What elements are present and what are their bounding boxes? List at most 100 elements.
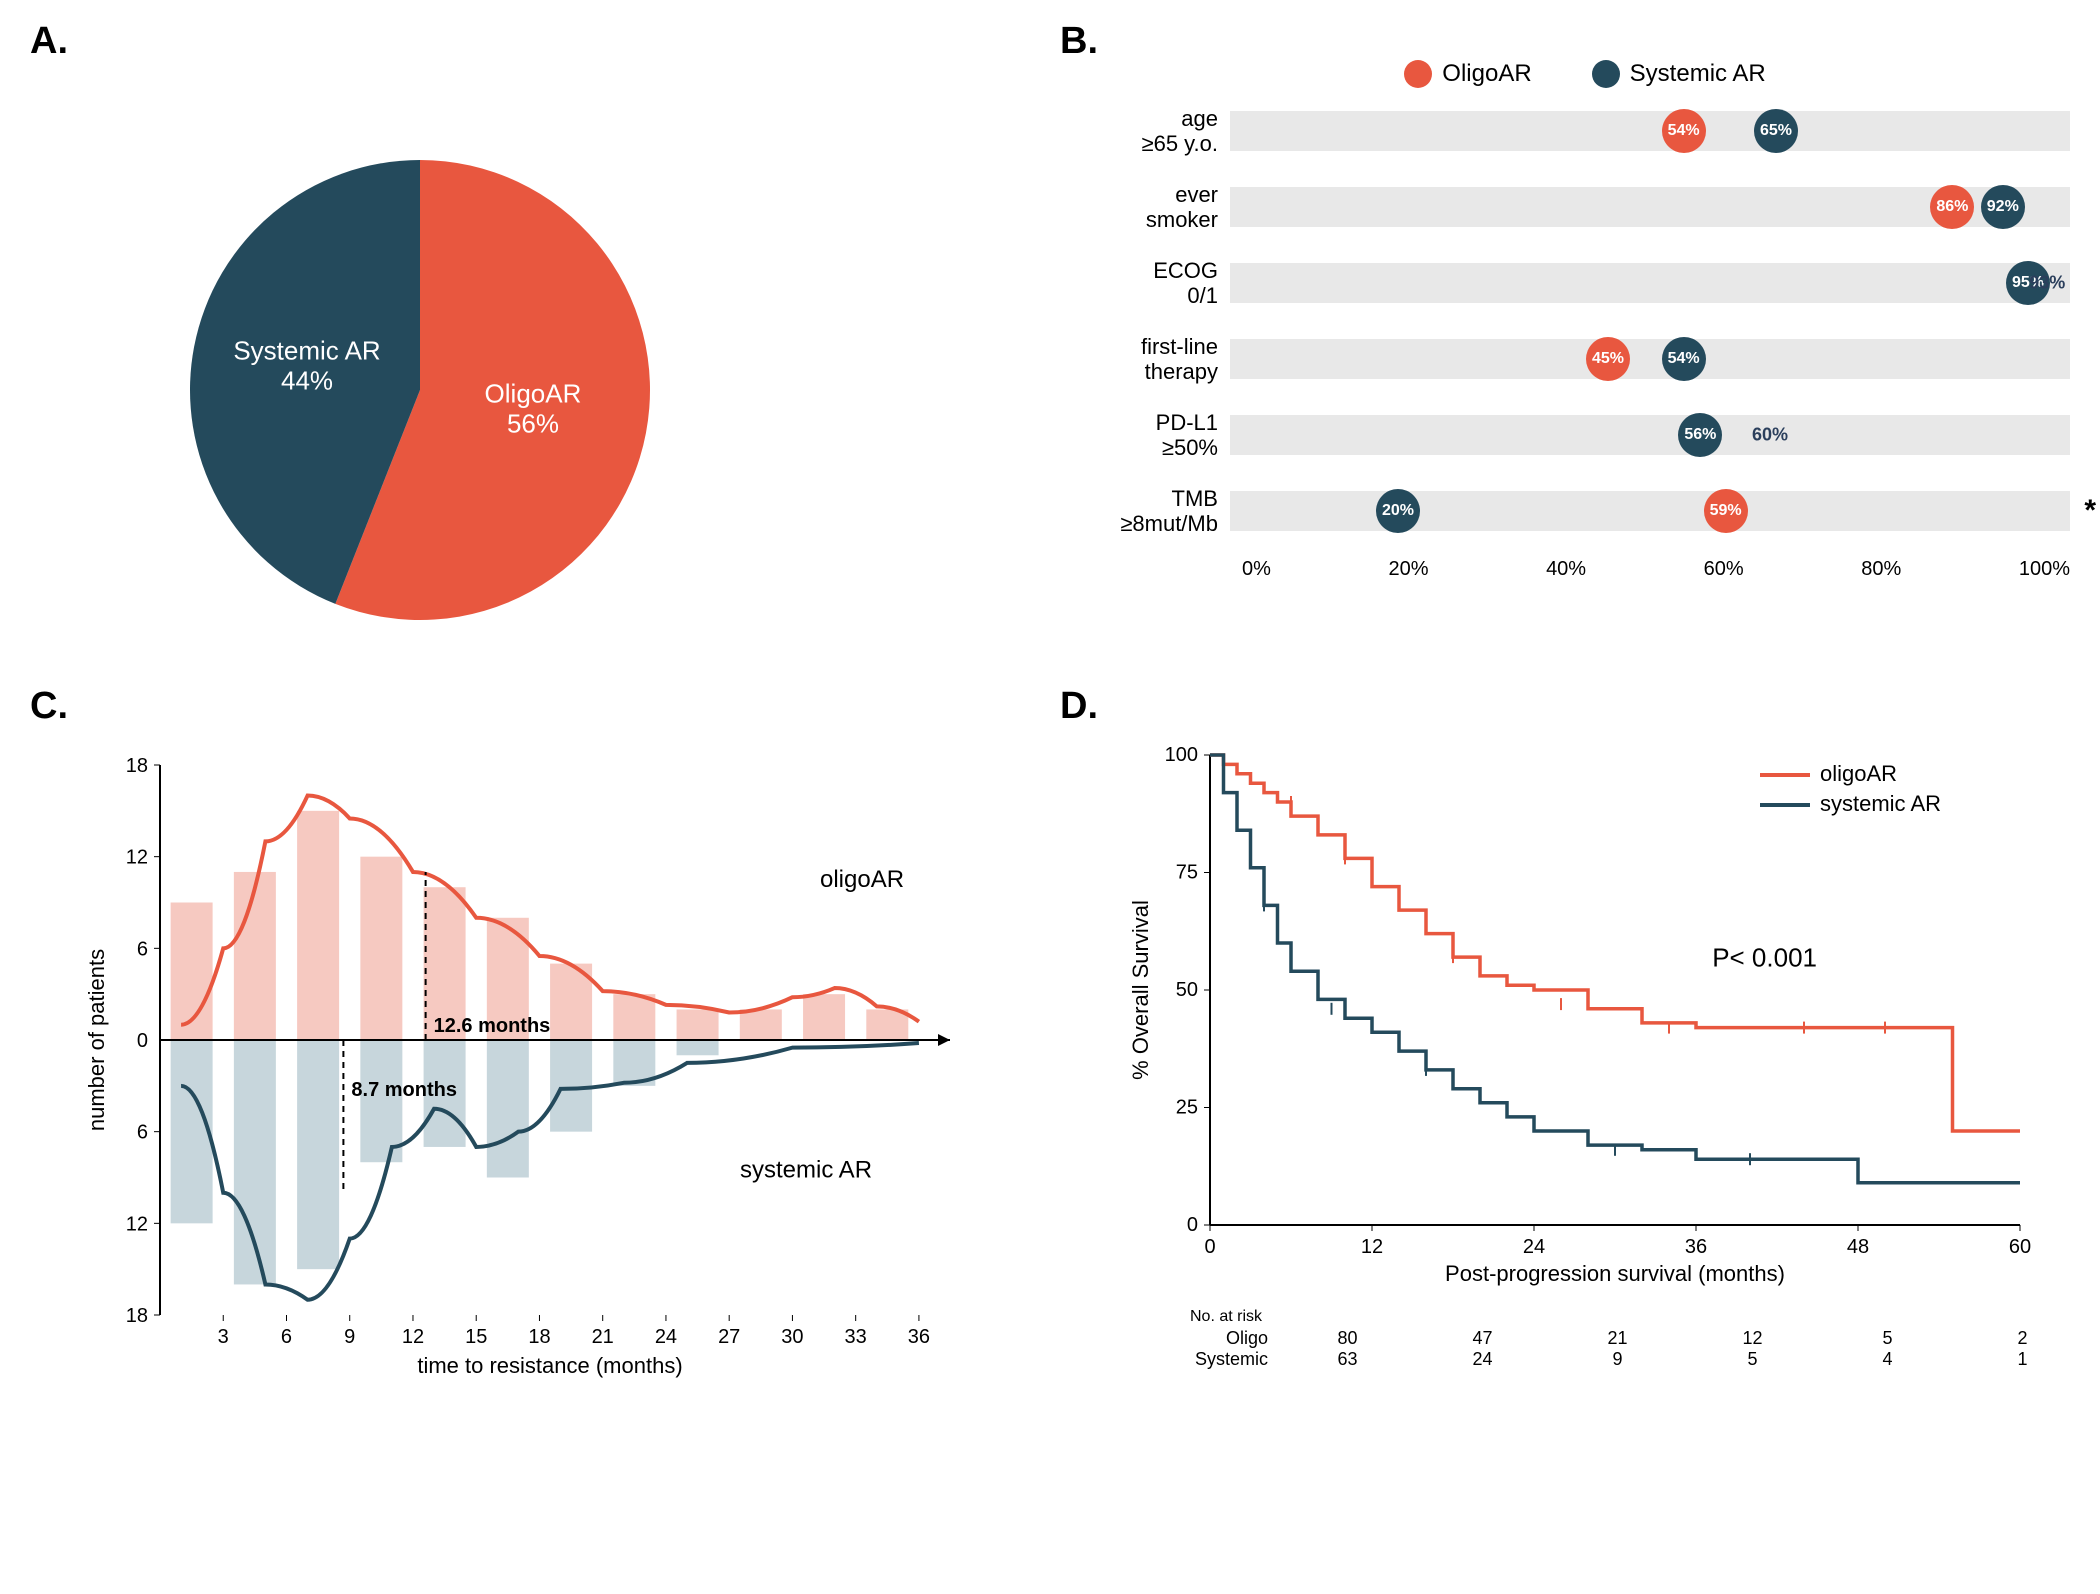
row-label: first-linetherapy [1100, 334, 1230, 385]
row-track: 56%60% [1230, 415, 2070, 455]
bar [613, 994, 655, 1040]
x-tick: 36 [1685, 1236, 1707, 1258]
x-tick: 36 [908, 1326, 930, 1348]
p-value: P< 0.001 [1712, 943, 1817, 973]
series-label: systemic AR [740, 1157, 872, 1184]
legend-item: Systemic AR [1592, 60, 1766, 88]
median-label: 12.6 months [434, 1015, 551, 1037]
legend-text: oligoAR [1820, 761, 1897, 786]
risk-cell: 80 [1280, 1328, 1415, 1349]
x-tick: 0 [1204, 1236, 1215, 1258]
bar [234, 872, 276, 1040]
bar [677, 1009, 719, 1040]
risk-row: Systemic63249541 [1190, 1349, 2090, 1370]
axis-tick: 80% [1861, 558, 1901, 581]
panel-a: A. OligoAR56%Systemic AR44% [30, 30, 1000, 655]
y-tick: 18 [126, 755, 148, 777]
bar [487, 1040, 529, 1178]
panel-b: B. OligoARSystemic AR age≥65 y.o.54%65%e… [1060, 30, 2100, 655]
x-tick: 6 [281, 1326, 292, 1348]
dotplot-row: age≥65 y.o.54%65% [1100, 102, 2070, 160]
risk-table-header: No. at risk [1190, 1308, 2090, 1326]
row-label: eversmoker [1100, 182, 1230, 233]
row-label: age≥65 y.o. [1100, 106, 1230, 157]
median-label: 8.7 months [351, 1079, 457, 1101]
bar [360, 857, 402, 1040]
y-tick: 75 [1176, 862, 1198, 884]
risk-cell: 24 [1415, 1349, 1550, 1370]
y-tick: 12 [126, 1213, 148, 1235]
risk-row-label: Oligo [1190, 1328, 1280, 1349]
legend-dot-icon [1404, 60, 1432, 88]
dotplot-row: PD-L1≥50%56%60% [1100, 406, 2070, 464]
row-track: 95%93% [1230, 263, 2070, 303]
y-label: % Overall Survival [1128, 900, 1153, 1080]
dotplot-row: first-linetherapy45%54% [1100, 330, 2070, 388]
x-tick: 27 [718, 1326, 740, 1348]
bar [297, 1040, 339, 1269]
bar [740, 1009, 782, 1040]
risk-table: No. at risk Oligo8047211252Systemic63249… [1190, 1308, 2090, 1370]
row-track: 20%59%* [1230, 491, 2070, 531]
row-label: PD-L1≥50% [1100, 410, 1230, 461]
y-tick: 50 [1176, 979, 1198, 1001]
risk-cell: 1 [1955, 1349, 2090, 1370]
bar [803, 994, 845, 1040]
x-tick: 9 [344, 1326, 355, 1348]
risk-row: Oligo8047211252 [1190, 1328, 2090, 1349]
panel-d-label: D. [1060, 685, 1098, 728]
significance-star-icon: * [2084, 494, 2096, 528]
bar [550, 1040, 592, 1132]
dotplot-row: ECOG0/195%93% [1100, 254, 2070, 312]
y-tick: 0 [137, 1030, 148, 1052]
pie-label: OligoAR [485, 379, 582, 409]
x-tick: 15 [465, 1326, 487, 1348]
panel-b-xaxis: 0%20%40%60%80%100% [1242, 558, 2070, 581]
risk-cell: 5 [1685, 1349, 1820, 1370]
legend-text: Systemic AR [1630, 60, 1766, 88]
pie-label: Systemic AR [233, 335, 380, 365]
legend-item: OligoAR [1404, 60, 1531, 88]
legend-text: OligoAR [1442, 60, 1531, 88]
axis-tick: 60% [1704, 558, 1744, 581]
legend-dot-icon [1592, 60, 1620, 88]
pie-label: 44% [281, 365, 333, 395]
bar [677, 1040, 719, 1055]
panel-d: D. 025507510001224364860Post-progression… [1060, 695, 2100, 1390]
x-tick: 60 [2009, 1236, 2031, 1258]
pie-label: 56% [507, 409, 559, 439]
series-label: oligoAR [820, 866, 904, 893]
x-tick: 18 [528, 1326, 550, 1348]
row-track: 86%92% [1230, 187, 2070, 227]
risk-cell: 2 [1955, 1328, 2090, 1349]
x-tick: 30 [781, 1326, 803, 1348]
km-chart: 025507510001224364860Post-progression su… [1120, 735, 2040, 1295]
risk-cell: 5 [1820, 1328, 1955, 1349]
axis-tick: 0% [1242, 558, 1271, 581]
density-curve [181, 796, 919, 1025]
risk-cell: 12 [1685, 1328, 1820, 1349]
x-tick: 48 [1847, 1236, 1869, 1258]
dot-bubble: 86% [1930, 185, 1974, 229]
bar [171, 1040, 213, 1223]
dotplot-row: TMB≥8mut/Mb20%59%* [1100, 482, 2070, 540]
mirror-density-chart: 12.6 months8.7 months0661212181836912151… [80, 745, 980, 1385]
bar [297, 811, 339, 1040]
risk-cell: 4 [1820, 1349, 1955, 1370]
bar [360, 1040, 402, 1162]
x-tick: 21 [592, 1326, 614, 1348]
y-tick: 12 [126, 847, 148, 869]
arrow-icon [938, 1034, 950, 1046]
figure-grid: A. OligoAR56%Systemic AR44% B. OligoARSy… [30, 30, 2070, 1390]
x-tick: 3 [218, 1326, 229, 1348]
dot-bubble: 56% [1678, 413, 1722, 457]
risk-cell: 63 [1280, 1349, 1415, 1370]
x-label: time to resistance (months) [417, 1353, 682, 1378]
row-label: TMB≥8mut/Mb [1100, 486, 1230, 537]
y-tick: 0 [1187, 1214, 1198, 1236]
legend-text: systemic AR [1820, 791, 1941, 816]
y-tick: 25 [1176, 1097, 1198, 1119]
dot-bubble: 59% [1704, 489, 1748, 533]
panel-c-label: C. [30, 685, 68, 728]
x-label: Post-progression survival (months) [1445, 1261, 1785, 1286]
